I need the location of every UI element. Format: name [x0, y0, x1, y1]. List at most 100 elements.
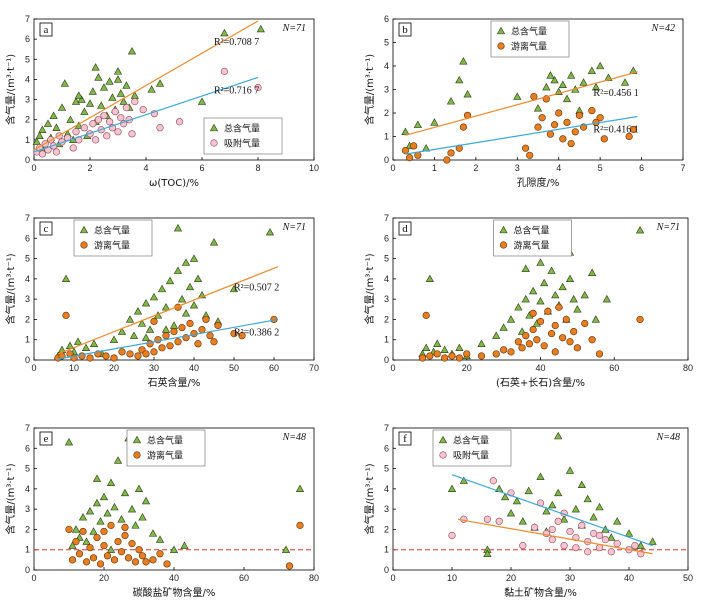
point-total-gas	[548, 500, 557, 509]
x-tick-label: 0	[31, 363, 36, 373]
point-total-gas	[636, 541, 645, 549]
point-total-gas	[131, 521, 140, 529]
y-tick-label: 4	[384, 274, 389, 284]
legend-label: 吸附气量	[224, 138, 260, 150]
legend-label: 总含气量	[94, 225, 130, 237]
y-tick-label: 2	[384, 314, 389, 324]
point-free-gas	[124, 554, 133, 562]
x-tick-label: 10	[447, 573, 457, 583]
point-total-gas	[32, 137, 41, 146]
point-adsorbed-gas	[607, 548, 615, 556]
point-total-gas	[177, 294, 187, 303]
point-free-gas	[121, 531, 129, 540]
point-free-gas	[96, 560, 105, 568]
legend-label: 总含气量	[453, 435, 489, 447]
point-total-gas	[425, 274, 434, 283]
point-total-gas	[113, 67, 123, 75]
point-total-gas	[60, 79, 69, 87]
point-total-gas	[78, 513, 88, 521]
y-axis-title: 含气量/(m³·t⁻¹)	[4, 463, 17, 534]
point-total-gas	[103, 508, 112, 517]
y-tick-label: 0	[384, 355, 389, 365]
y-tick-label: 3	[25, 294, 30, 304]
y-tick-label: 3	[384, 294, 389, 304]
point-total-gas	[499, 323, 508, 331]
point-free-gas	[166, 342, 174, 350]
point-total-gas	[189, 301, 199, 309]
x-tick-label: 6	[199, 163, 204, 173]
point-total-gas	[155, 535, 165, 543]
point-adsorbed-gas	[613, 540, 621, 548]
y-tick-label: 3	[25, 95, 30, 105]
point-total-gas	[173, 223, 183, 232]
point-total-gas	[127, 47, 137, 55]
point-total-gas	[579, 78, 588, 86]
point-total-gas	[521, 264, 530, 272]
point-total-gas	[181, 258, 191, 266]
point-adsorbed-gas	[91, 136, 100, 144]
point-free-gas	[78, 352, 86, 360]
point-free-gas	[571, 128, 579, 136]
y-tick-label: 2	[25, 314, 30, 324]
y-tick-label: 6	[25, 34, 30, 44]
point-free-gas	[422, 311, 430, 319]
point-total-gas	[120, 488, 130, 497]
point-total-gas	[73, 337, 83, 345]
x-tick-label: 30	[565, 573, 575, 583]
point-total-gas	[506, 315, 516, 323]
point-total-gas	[116, 89, 125, 97]
point-total-gas	[577, 480, 586, 488]
point-free-gas	[448, 352, 456, 360]
point-total-gas	[52, 123, 61, 131]
point-free-gas	[134, 352, 142, 360]
point-adsorbed-gas	[111, 108, 119, 116]
point-total-gas	[133, 307, 143, 315]
x-axis-title: ω(TOC)/%	[149, 178, 199, 189]
point-free-gas	[536, 317, 545, 326]
point-total-gas	[455, 343, 464, 352]
point-adsorbed-gas	[220, 67, 228, 75]
point-free-gas	[100, 527, 108, 536]
point-total-gas	[99, 492, 109, 501]
point-free-gas	[538, 114, 546, 122]
point-free-gas	[202, 315, 210, 324]
point-free-gas	[629, 125, 637, 134]
point-free-gas	[600, 135, 608, 143]
point-total-gas	[148, 529, 158, 537]
point-total-gas	[554, 488, 563, 497]
x-tick-label: 60	[239, 573, 249, 583]
x-tick-label: 10	[309, 163, 319, 173]
x-tick-label: 40	[169, 573, 179, 583]
y-tick-label: 2	[25, 115, 30, 125]
point-total-gas	[554, 431, 563, 440]
y-tick-label: 4	[25, 74, 30, 84]
point-free-gas	[534, 123, 542, 131]
panel-e: 0 20 40 60 80 0 1 2 3 4 5 6 7 碳酸盐矿物含量/% 含气量/(m³·t⁻¹) e N…	[4, 423, 319, 599]
point-adsorbed-gas	[578, 521, 586, 529]
x-tick-label: 0	[390, 363, 395, 373]
point-total-gas	[113, 456, 123, 464]
point-free-gas	[540, 342, 548, 350]
x-tick-label: 4	[556, 163, 561, 173]
x-axis-title: 碳酸盐矿物含量/%	[133, 586, 216, 599]
point-total-gas	[433, 339, 442, 347]
panel-letter: e	[44, 433, 49, 445]
legend-label: 总含气量	[147, 435, 183, 447]
x-tick-label: 80	[309, 573, 319, 583]
fit-line-blue	[33, 76, 259, 153]
y-tick-label: 3	[25, 504, 30, 514]
panel-f: 0 10 20 30 40 50 0 1 2 3 4 5 6 7 黏土矿物含量/% 含气量/(m³·t⁻¹) f…	[363, 423, 693, 599]
fit-line-blue	[405, 115, 638, 155]
panel-letter: b	[402, 24, 408, 36]
point-adsorbed-gas	[548, 535, 556, 544]
y-tick-label: 6	[25, 233, 30, 243]
point-total-gas	[197, 97, 207, 105]
y-tick-label: 0	[384, 155, 389, 165]
point-free-gas	[174, 338, 182, 346]
point-adsorbed-gas	[131, 97, 139, 106]
point-adsorbed-gas	[105, 118, 114, 126]
point-total-gas	[565, 274, 575, 283]
point-adsorbed-gas	[560, 542, 568, 550]
x-tick-label: 40	[624, 573, 634, 583]
